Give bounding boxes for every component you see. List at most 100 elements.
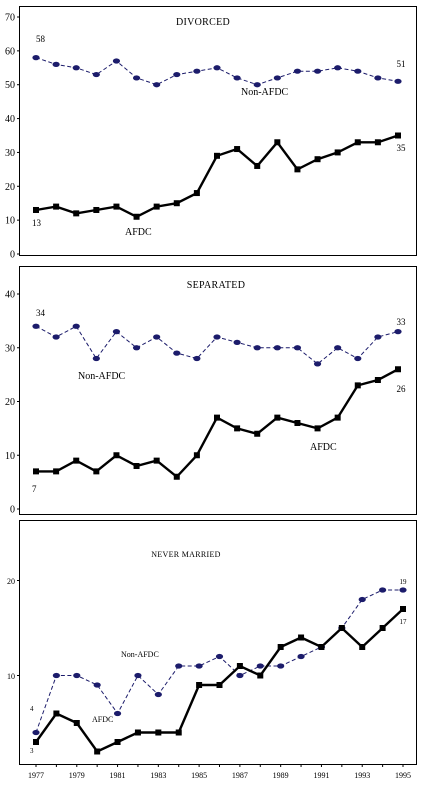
non-afdc-data-point	[92, 71, 100, 78]
afdc-data-point	[73, 210, 80, 217]
non-afdc-data-point	[175, 663, 183, 669]
series-start-value-label: 7	[32, 484, 37, 494]
x-tick-label: 1979	[69, 771, 85, 780]
afdc-data-point	[93, 468, 100, 475]
non-afdc-series-label: Non-AFDC	[241, 87, 289, 98]
afdc-data-point	[274, 139, 281, 146]
afdc-data-point	[53, 468, 60, 475]
non-afdc-data-point	[293, 345, 302, 351]
non-afdc-data-point	[193, 355, 201, 362]
afdc-data-point	[214, 152, 220, 159]
afdc-series-line	[35, 608, 404, 754]
afdc-data-point	[395, 132, 401, 139]
afdc-data-point	[93, 206, 100, 213]
y-tick-label: 10	[7, 672, 15, 681]
series-start-value-label: 13	[32, 218, 42, 228]
x-tick-label: 1995	[395, 771, 411, 780]
non-afdc-data-point	[153, 82, 161, 88]
chart-title: NEVER MARRIED	[151, 550, 220, 559]
non-afdc-data-point	[132, 75, 141, 81]
afdc-series-line	[35, 134, 399, 219]
non-afdc-data-point	[112, 329, 121, 335]
x-tick-label: 1981	[110, 771, 126, 780]
non-afdc-data-point	[273, 75, 281, 81]
afdc-data-point	[133, 463, 140, 469]
non-afdc-data-point	[32, 729, 40, 736]
non-afdc-data-point	[358, 596, 366, 603]
afdc-data-point	[236, 663, 243, 669]
y-tick-label: 0	[10, 505, 15, 516]
non-afdc-data-point	[93, 682, 101, 688]
afdc-data-point	[294, 420, 301, 426]
never-married-chart-panel: 10 20 1977 1979 1981 1983 1985 1987 1989 1991 1993…	[7, 520, 417, 780]
afdc-data-point	[133, 213, 140, 220]
afdc-data-point	[314, 425, 321, 432]
y-tick-label: 10	[5, 451, 15, 462]
non-afdc-data-point	[253, 82, 261, 88]
chart-title: SEPARATED	[187, 280, 245, 291]
y-tick-label: 20	[5, 397, 15, 408]
non-afdc-data-point	[195, 663, 203, 669]
afdc-series-label: AFDC	[125, 227, 152, 238]
x-tick-label: 1985	[191, 771, 207, 780]
afdc-data-point	[175, 729, 182, 736]
y-tick-label: 30	[5, 148, 15, 159]
afdc-data-point	[134, 729, 141, 736]
afdc-series-line	[36, 368, 399, 479]
non-afdc-data-point	[132, 345, 141, 351]
afdc-data-point	[359, 644, 366, 650]
non-afdc-data-point	[354, 355, 362, 362]
non-afdc-data-point	[32, 55, 40, 61]
afdc-data-point	[354, 382, 361, 389]
divorced-chart: 0 10 20 30 40 50 60 70 DIVORCED 58 51 Non-AFDC 13 35 A…	[5, 13, 406, 261]
afdc-data-point	[114, 739, 121, 745]
y-tick-label: 30	[5, 343, 15, 354]
non-afdc-data-point	[134, 672, 142, 679]
non-afdc-data-point	[173, 350, 181, 356]
afdc-data-point	[173, 473, 180, 480]
series-start-value-label: 4	[30, 705, 34, 713]
y-tick-label: 70	[5, 13, 15, 24]
y-tick-label: 40	[5, 114, 15, 125]
non-afdc-data-point	[394, 78, 402, 84]
non-afdc-data-point	[399, 587, 407, 593]
non-afdc-data-point	[193, 68, 201, 74]
afdc-data-point	[113, 452, 120, 459]
afdc-data-point	[33, 468, 39, 475]
non-afdc-data-point	[154, 691, 162, 698]
afdc-data-point	[173, 200, 180, 207]
afdc-data-point	[214, 414, 220, 421]
separated-chart-panel: 0 10 20 30 40 SEPARATED 34 33 Non-AFDC 7 26 AFDC	[5, 266, 417, 516]
y-tick-label: 20	[5, 182, 15, 193]
non-afdc-data-point	[379, 587, 387, 593]
non-afdc-data-point	[313, 68, 322, 74]
y-tick-label: 10	[5, 216, 15, 227]
divorced-chart-panel: 0 10 20 30 40 50 60 70 DIVORCED 58 51 Non-AFDC 13 35 A…	[5, 6, 417, 261]
afdc-data-point	[400, 606, 406, 612]
x-tick-label: 1983	[150, 771, 166, 780]
non-afdc-data-point	[215, 653, 224, 660]
afdc-data-point	[153, 203, 160, 210]
afdc-data-point	[193, 190, 200, 197]
afdc-series-label: AFDC	[92, 715, 113, 724]
afdc-data-point	[94, 748, 101, 755]
non-afdc-data-point	[374, 334, 382, 340]
non-afdc-data-point	[236, 672, 244, 679]
non-afdc-data-point	[273, 345, 281, 351]
afdc-data-point	[73, 457, 80, 464]
non-afdc-series-label: Non-AFDC	[121, 650, 159, 659]
afdc-data-point	[153, 457, 160, 464]
afdc-data-point	[155, 729, 162, 736]
series-end-value-label: 19	[400, 578, 408, 586]
afdc-data-point	[53, 203, 60, 210]
afdc-data-point	[294, 166, 301, 173]
series-end-value-label: 51	[397, 59, 406, 69]
series-start-value-label: 3	[30, 747, 34, 755]
afdc-data-point	[374, 139, 381, 146]
non-afdc-series-label: Non-AFDC	[78, 371, 126, 382]
non-afdc-series-line	[35, 57, 399, 86]
y-tick-label: 40	[5, 290, 15, 301]
series-start-value-label: 58	[36, 34, 46, 44]
afdc-data-point	[354, 139, 361, 146]
non-afdc-data-point	[334, 65, 342, 71]
